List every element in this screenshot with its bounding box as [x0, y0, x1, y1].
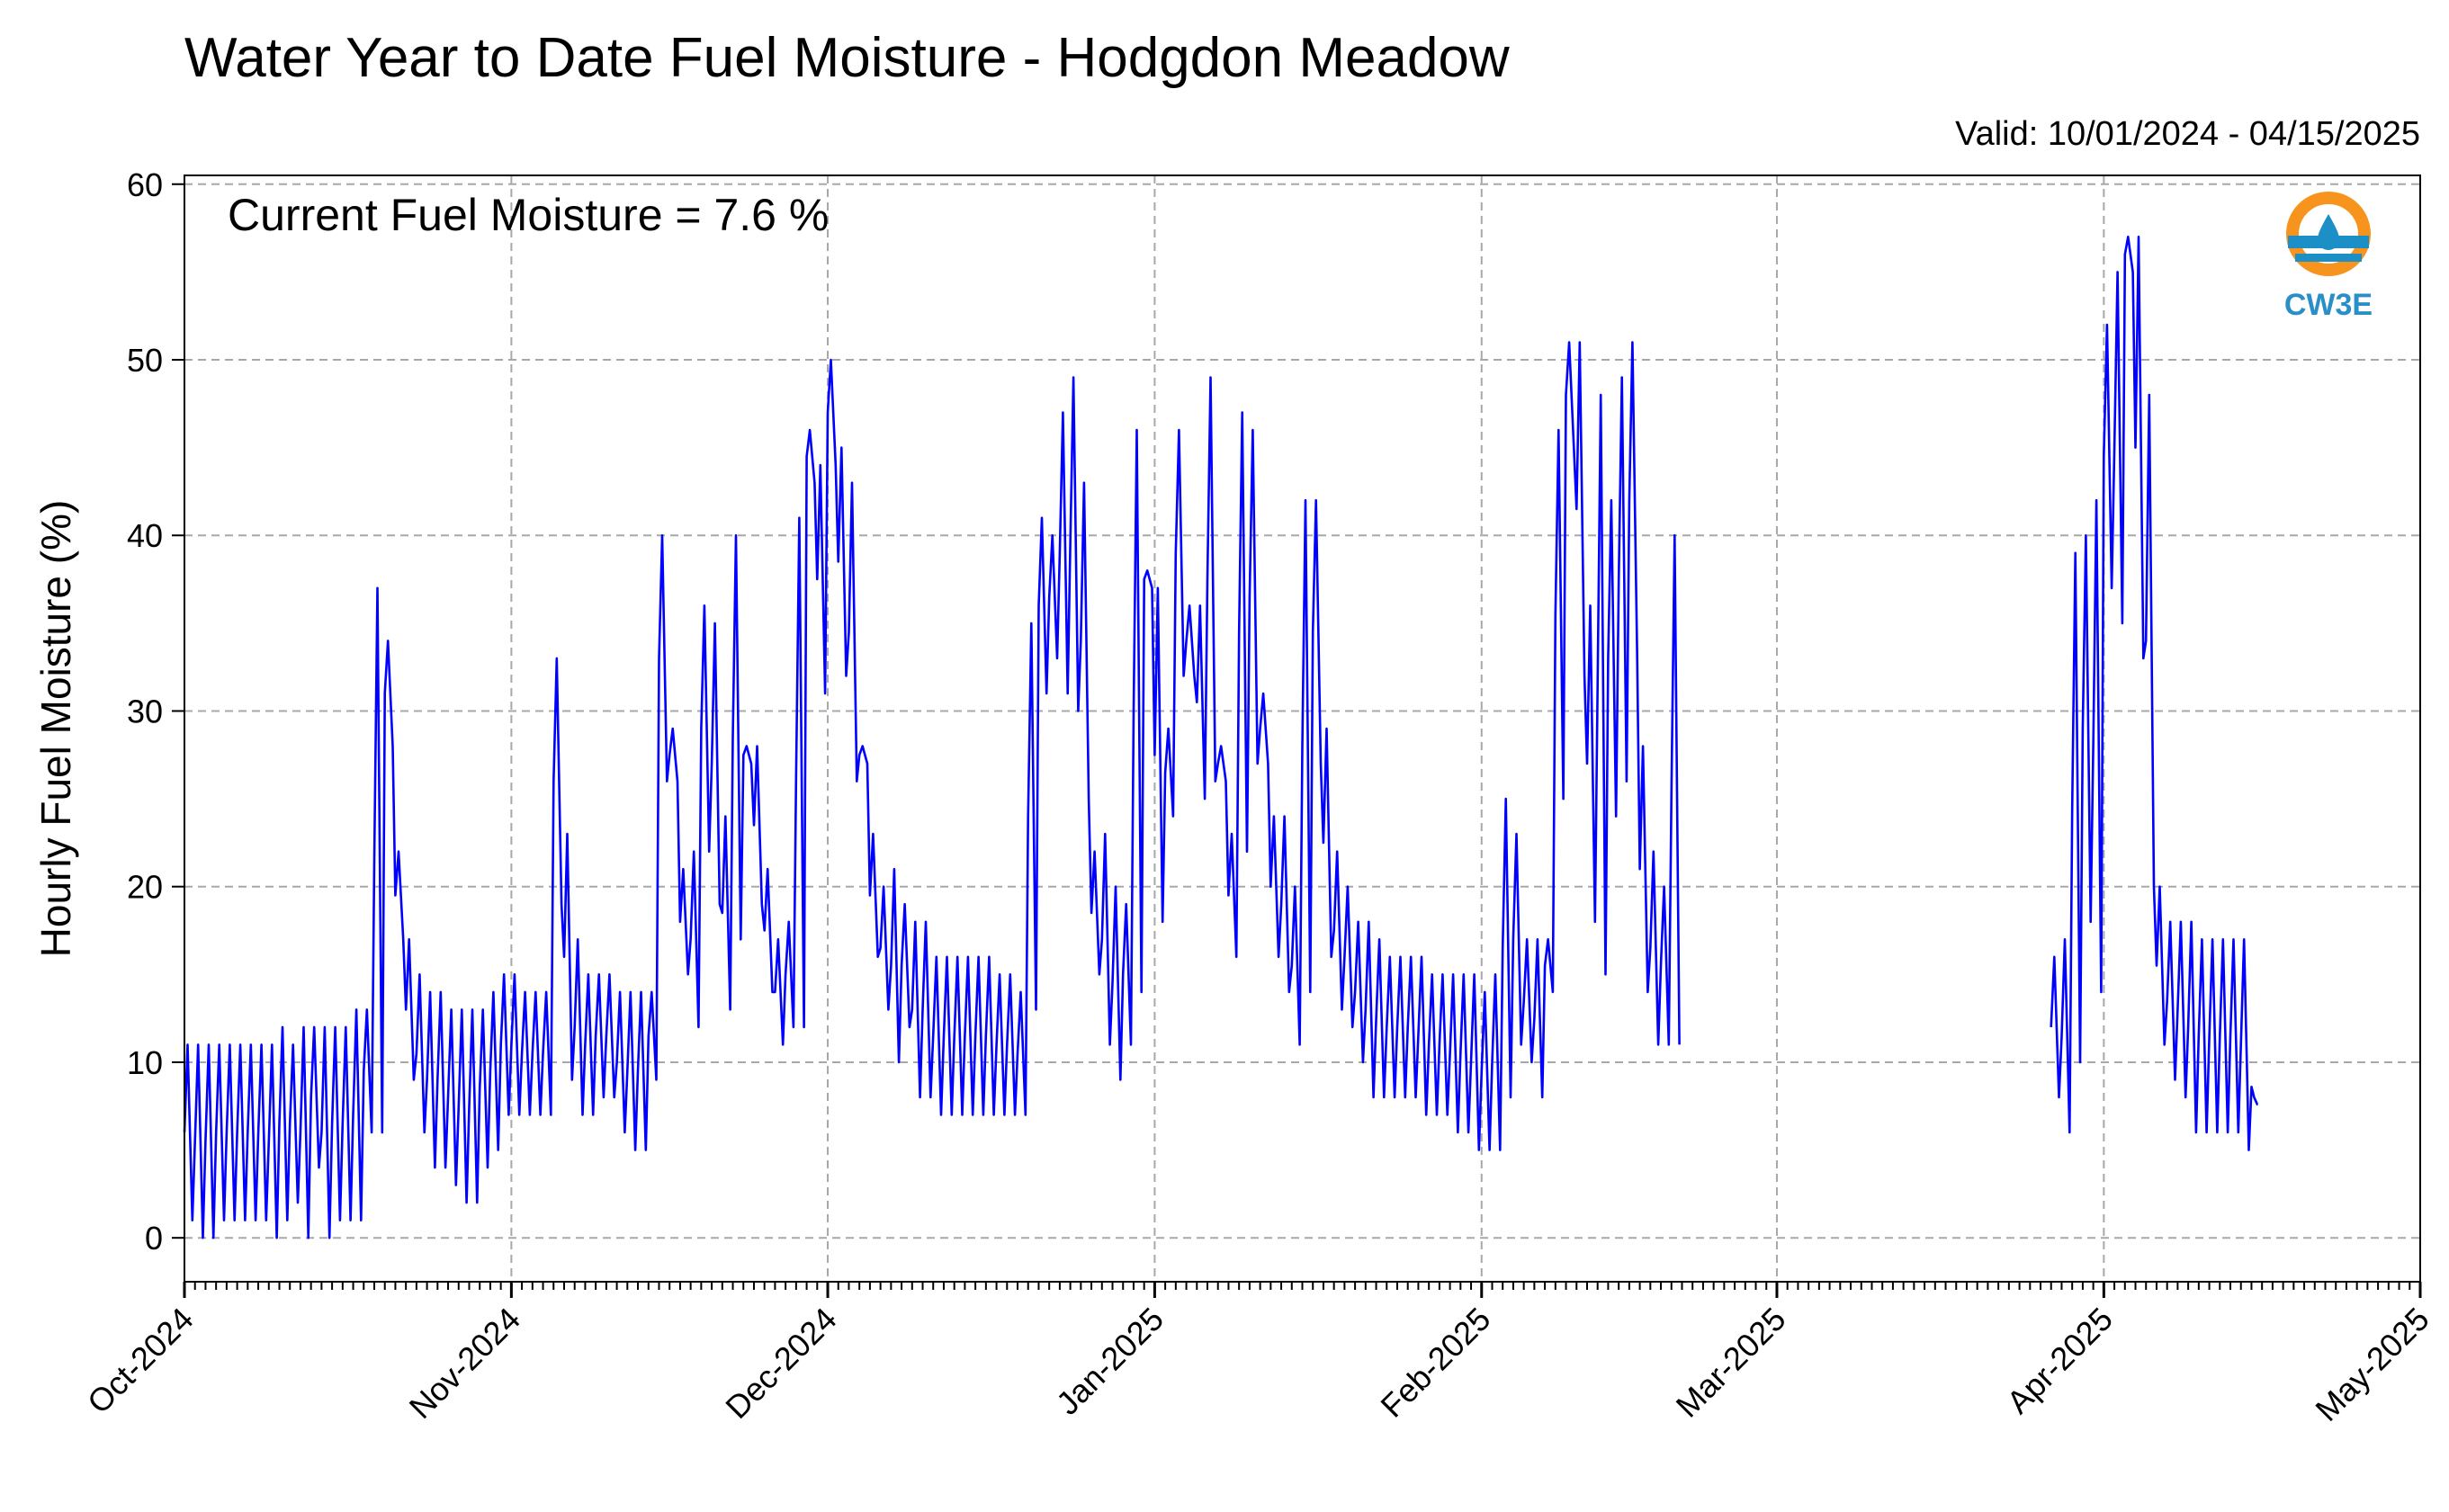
y-axis: 0 10 20 30 40 50 60	[127, 166, 184, 1257]
chart-title: Water Year to Date Fuel Moisture - Hodgd…	[184, 27, 1510, 89]
x-tick-label: Jan-2025	[1049, 1301, 1171, 1422]
series-line	[2050, 236, 2259, 1151]
x-tick-label: Apr-2025	[1999, 1301, 2120, 1421]
x-axis: Oct-2024 Nov-2024 Dec-2024 Jan-2025 Feb-2025…	[80, 1282, 2436, 1428]
x-minor-ticks	[184, 1282, 2421, 1290]
drop-icon	[2318, 214, 2339, 250]
logo-wave	[2295, 254, 2362, 262]
y-axis-label: Hourly Fuel Moisture (%)	[32, 500, 79, 958]
y-tick-label: 0	[145, 1220, 163, 1257]
series-line	[183, 341, 1681, 1239]
y-tick-label: 10	[127, 1044, 163, 1081]
logo-ring	[2286, 192, 2371, 276]
logo-text: CW3E	[2284, 288, 2373, 322]
y-tick-label: 40	[127, 517, 163, 554]
x-tick-label: May-2025	[2308, 1301, 2436, 1428]
y-tick-label: 30	[127, 693, 163, 729]
x-tick-label: Mar-2025	[1669, 1301, 1793, 1425]
x-tick-label: Dec-2024	[718, 1301, 843, 1426]
y-tick-label: 60	[127, 166, 163, 203]
x-tick-label: Oct-2024	[80, 1301, 201, 1421]
series-group	[183, 236, 2259, 1239]
current-fuel-moisture-annotation: Current Fuel Moisture = 7.6 %	[228, 190, 829, 240]
x-tick-label: Feb-2025	[1373, 1301, 1497, 1425]
x-tick-label: Nov-2024	[402, 1301, 527, 1426]
y-tick-label: 20	[127, 869, 163, 906]
y-tick-label: 50	[127, 342, 163, 379]
valid-date-range: Valid: 10/01/2024 - 04/15/2025	[1955, 115, 2420, 153]
cw3e-logo: CW3E	[2284, 192, 2373, 322]
